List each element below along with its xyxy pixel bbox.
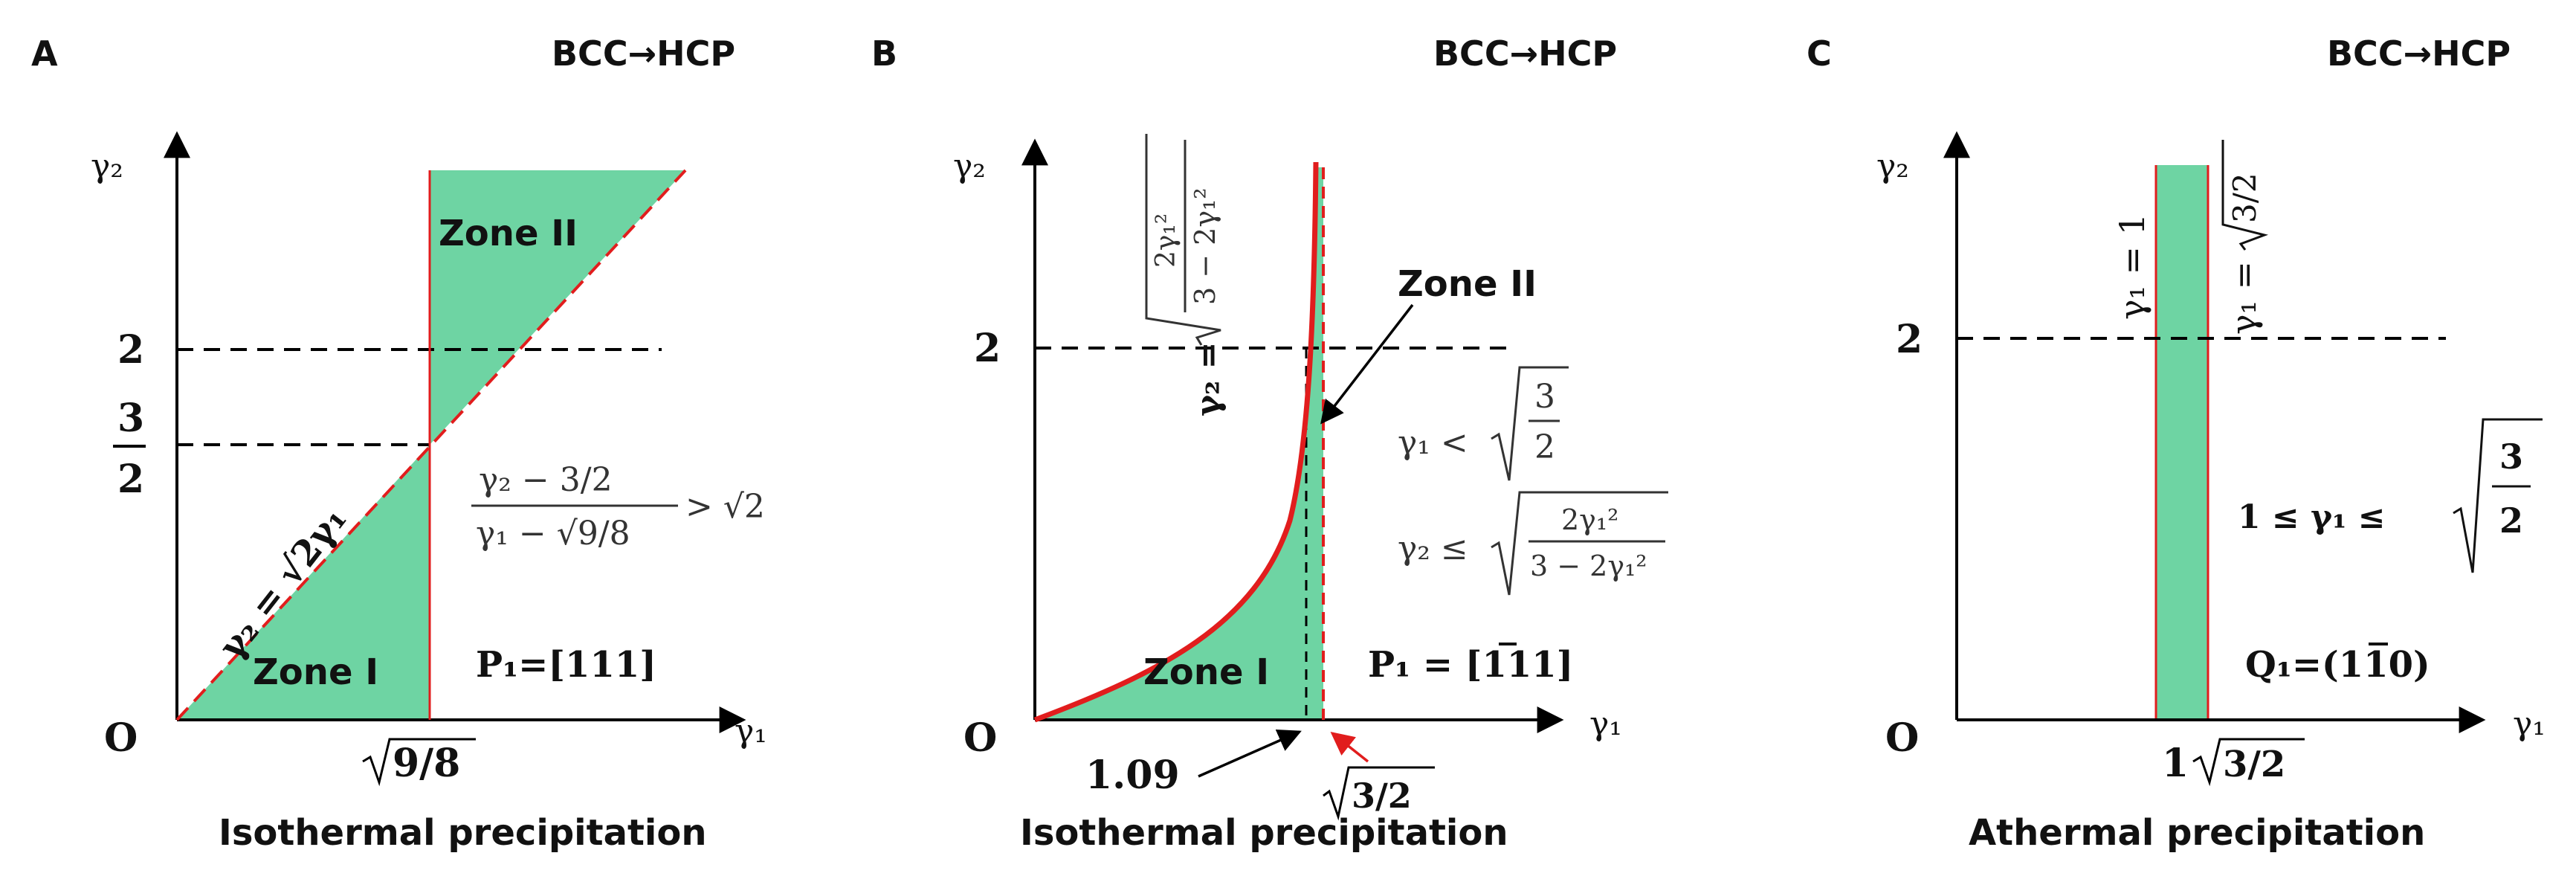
- panel-c-range-num: 3: [2499, 437, 2523, 477]
- panel-b-plane-pre: P₁ = [: [1368, 644, 1482, 686]
- panel-c-plane-bar: 1: [2363, 644, 2388, 686]
- panel-b-x-label: γ₁: [1589, 705, 1622, 743]
- panel-b-origin: O: [963, 715, 997, 761]
- panel-c-plane-post: 0): [2389, 644, 2430, 686]
- panel-b-cond-1-num: 3: [1534, 378, 1555, 416]
- panel-b-plane: P₁ = [111]: [1368, 643, 1573, 686]
- panel-b-tick-1-arrow: [1198, 730, 1302, 778]
- panel-b-plane-post: 11]: [1507, 644, 1574, 686]
- panel-a-inequality: γ₂ − 3/2 γ₁ − √9/8 > √2: [471, 461, 765, 553]
- panel-b-x-tick-2: 3/2: [1323, 766, 1435, 821]
- panel-b-cond-2-num: 2γ₁²: [1561, 503, 1618, 536]
- panel-a-letter: A: [31, 33, 58, 74]
- panel-c-plane: Q₁=(110): [2245, 643, 2430, 686]
- panel-a-tick-3: 3: [117, 396, 144, 441]
- panel-c-letter: C: [1807, 33, 1832, 74]
- panel-c: C BCC→HCP γ₂ γ₁ O 2 γ₁ = 1 γ₁ = 3/2 1 ≤ …: [1807, 33, 2546, 854]
- panel-b-condition-1: γ₁ < 3 2: [1398, 366, 1569, 481]
- panel-c-y-label: γ₂: [1876, 147, 1909, 185]
- panel-a-x-tick: 9/8: [393, 741, 460, 786]
- panel-a-radical-sign: [362, 738, 476, 787]
- panel-a-tick-den: 2: [117, 457, 144, 502]
- panel-b-transition: BCC→HCP: [1433, 33, 1617, 74]
- panel-c-x-label: γ₁: [2513, 705, 2546, 743]
- panel-a-ineq-numerator: γ₂ − 3/2: [479, 461, 613, 499]
- panel-c-x-tick-2-text: 3/2: [2223, 744, 2285, 785]
- panel-a-ineq-denominator: γ₁ − √9/8: [476, 515, 630, 553]
- panel-b-curve-lhs: γ₂ =: [1189, 341, 1227, 416]
- panel-c-line-1-label: γ₁ = 1: [2112, 213, 2152, 320]
- panel-a-zone-2-label: Zone II: [439, 213, 578, 254]
- panel-c-range-radical: [2453, 418, 2543, 573]
- panel-b-boundary-curve: [1033, 161, 1319, 723]
- panel-a-y-label: γ₂: [91, 147, 123, 185]
- panel-c-zone-fill: [2156, 165, 2208, 720]
- panel-b-letter: B: [871, 33, 897, 74]
- panel-c-x-tick-1: 1: [2162, 741, 2189, 786]
- panel-b-condition-2: γ₂ ≤ 2γ₁² 3 − 2γ₁²: [1398, 491, 1668, 596]
- panel-a-ineq-rhs: > √2: [685, 488, 765, 526]
- panel-a-caption: Isothermal precipitation: [219, 812, 707, 854]
- panel-b-cond-2-den: 3 − 2γ₁²: [1530, 550, 1647, 582]
- panel-a-tick-2: 2: [117, 327, 144, 373]
- panel-a-tick-3-over-2: 3 2: [113, 396, 146, 502]
- panel-b-plane-bar: 1: [1482, 644, 1506, 686]
- panel-b-cond-2-lhs: γ₂ ≤: [1398, 529, 1468, 567]
- panel-c-transition: BCC→HCP: [2327, 33, 2511, 74]
- panel-a-origin: O: [104, 715, 138, 761]
- panel-b-curve-den: 3 − 2γ₁²: [1189, 187, 1221, 305]
- panel-b-cond-1-den: 2: [1534, 428, 1555, 466]
- panel-a: A BCC→HCP γ₂ γ₁ O 2 3 2 9/8 Zone I Zone …: [31, 33, 767, 854]
- panel-b-tick-2: 2: [974, 326, 1001, 371]
- panel-a-plane: P₁=[111]: [476, 644, 656, 686]
- panel-b-cond-1-radical: [1491, 366, 1569, 481]
- panel-b-cond-1-lhs: γ₁ <: [1398, 424, 1468, 462]
- panel-b-x-tick-2-radical: [1323, 766, 1435, 821]
- panel-b-x-tick-2-text: 3/2: [1352, 776, 1412, 816]
- panel-c-x-tick-2: 3/2: [2192, 738, 2305, 787]
- panel-b-cond-2-radical: [1491, 491, 1668, 596]
- panel-a-x-label: γ₁: [735, 712, 767, 750]
- panel-c-plane-pre: Q₁=(1: [2245, 644, 2363, 686]
- panel-c-line-2-rad: 3/2: [2227, 173, 2263, 223]
- panel-b-zone-2-label: Zone II: [1398, 263, 1537, 305]
- panel-c-line-2-radical: [2221, 140, 2269, 251]
- panel-a-transition: BCC→HCP: [552, 33, 735, 74]
- panel-b-caption: Isothermal precipitation: [1020, 812, 1508, 854]
- panel-c-origin: O: [1885, 715, 1919, 761]
- panel-b: B BCC→HCP γ₂ γ₁ O 2 γ₂ = 2γ₁² 3 − 2γ₁² Z…: [871, 33, 1668, 854]
- panel-c-x-tick-2-radical: [2192, 738, 2305, 787]
- panel-b-curve-equation: γ₂ = 2γ₁² 3 − 2γ₁²: [1145, 134, 1227, 416]
- panel-b-zone-2-arrow: [1320, 303, 1414, 425]
- panel-b-zone-fill: [1035, 167, 1323, 720]
- panel-b-x-tick-1: 1.09: [1085, 753, 1180, 798]
- panel-b-plane-text: P₁ = [111]: [1368, 644, 1573, 686]
- panel-b-tick-2-arrow: [1330, 732, 1369, 763]
- panel-a-x-tick-sqrt: 9/8: [362, 738, 476, 787]
- panel-c-caption: Athermal precipitation: [1969, 812, 2425, 854]
- panel-c-range-den: 2: [2499, 500, 2523, 541]
- panel-c-line-2-lhs: γ₁ =: [2224, 261, 2264, 335]
- panel-c-line-2-label: γ₁ = 3/2: [2221, 140, 2269, 335]
- panel-b-curve-radical: [1145, 134, 1221, 346]
- panel-c-tick-2: 2: [1896, 317, 1923, 362]
- panel-a-zone-1-label: Zone I: [253, 651, 378, 693]
- panel-b-zone-1-label: Zone I: [1143, 651, 1269, 693]
- panel-c-plane-text: Q₁=(110): [2245, 644, 2430, 686]
- panel-c-range-lhs: 1 ≤ γ₁ ≤: [2238, 498, 2386, 536]
- panel-b-curve-num: 2γ₁²: [1151, 213, 1181, 268]
- panel-c-range: 1 ≤ γ₁ ≤ 3 2: [2238, 418, 2543, 573]
- panel-b-y-label: γ₂: [953, 147, 986, 185]
